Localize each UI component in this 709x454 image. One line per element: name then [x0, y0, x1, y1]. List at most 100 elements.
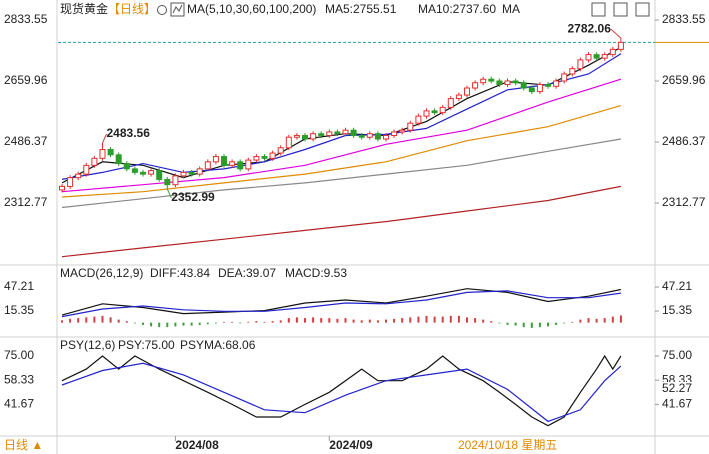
- indicator-line: [61, 185, 622, 258]
- y-tick-label-left: 47.21: [4, 279, 34, 293]
- macd-bar: [474, 318, 477, 323]
- macd-bar: [93, 316, 96, 323]
- candle-body: [318, 133, 325, 136]
- macd-bar: [466, 317, 468, 323]
- macd-bar: [522, 322, 525, 328]
- candle-body: [91, 157, 98, 166]
- macd-bar: [498, 322, 501, 324]
- macd-bar: [166, 322, 169, 328]
- indicator-line: [61, 46, 622, 184]
- macd-bar: [393, 318, 396, 323]
- candle-body: [366, 133, 373, 138]
- macd-bar: [320, 318, 323, 323]
- annotation-leader: [102, 133, 107, 144]
- candle-body: [472, 82, 479, 89]
- macd-bar: [239, 322, 242, 324]
- x-tick-label: 2024/09: [329, 438, 373, 452]
- macd-bar: [133, 322, 136, 324]
- candle-body: [212, 156, 219, 163]
- macd-bar: [271, 321, 274, 323]
- toolbar-button[interactable]: [591, 2, 606, 17]
- annotation-leader: [166, 188, 172, 199]
- candle-body: [156, 170, 163, 180]
- candle-body: [334, 131, 341, 135]
- candle-body: [585, 54, 592, 61]
- macd-bar: [206, 322, 209, 325]
- indicator-title: MA(5,10,30,60,100,200): [187, 2, 316, 16]
- macd-bar: [530, 322, 533, 328]
- candle-body: [358, 134, 365, 138]
- candle-body: [447, 98, 454, 108]
- candle-body: [617, 41, 624, 50]
- macd-bar: [174, 322, 177, 327]
- toolbar-button[interactable]: [635, 2, 650, 17]
- candle-body: [140, 171, 146, 175]
- candle-body: [439, 106, 446, 114]
- legend-entry: MA5:2755.51: [325, 2, 397, 16]
- macd-bar: [433, 316, 436, 323]
- macd-bar: [182, 322, 185, 326]
- macd-bar: [514, 322, 517, 326]
- candle-body: [455, 94, 462, 100]
- x-tick-label: 2024/08: [175, 438, 219, 452]
- macd-bar: [287, 318, 290, 323]
- candle-body: [131, 168, 138, 173]
- legend-entry: PSYMA:68.06: [180, 338, 256, 352]
- indicator-line: [61, 53, 622, 180]
- legend-entry: DIFF:43.84: [150, 266, 210, 280]
- candle-body: [342, 129, 349, 135]
- macd-bar: [142, 322, 144, 325]
- macd-bar: [376, 320, 379, 323]
- macd-bar: [587, 318, 590, 323]
- macd-bar: [214, 322, 217, 324]
- candle-body: [229, 161, 236, 166]
- macd-bar: [190, 322, 193, 326]
- candle-body: [415, 115, 422, 124]
- macd-bar: [368, 319, 371, 323]
- y-tick-label-right: 2486.37: [662, 134, 706, 148]
- macd-bar: [231, 321, 234, 323]
- y-tick-label-right: 15.35: [662, 303, 692, 317]
- macd-bar: [457, 315, 460, 323]
- y-tick-label-left: 15.35: [4, 303, 34, 317]
- indicator-line: [61, 290, 621, 318]
- candle-body: [593, 54, 600, 59]
- indicator-line: [61, 362, 622, 423]
- toolbar-button[interactable]: [613, 2, 628, 17]
- macd-bar: [150, 322, 153, 327]
- candle-body: [310, 133, 317, 140]
- candle-body: [609, 48, 616, 56]
- candle-body: [407, 122, 414, 131]
- candle-body: [245, 159, 252, 170]
- macd-bar: [295, 317, 298, 323]
- macd-bar: [603, 318, 606, 323]
- y-tick-label-left: 75.00: [4, 348, 34, 362]
- y-tick-label-left: 2486.37: [4, 134, 48, 148]
- macd-bar: [263, 321, 266, 323]
- candle-body: [277, 147, 284, 154]
- bottom-period[interactable]: 日线 ▲: [4, 438, 43, 452]
- candle-body: [285, 136, 292, 149]
- candle-body: [302, 134, 308, 140]
- macd-bar: [563, 322, 566, 324]
- macd-bar: [61, 320, 63, 323]
- settings-icon[interactable]: [157, 5, 167, 15]
- candle-body: [431, 110, 438, 114]
- macd-bar: [352, 319, 355, 323]
- candle-body: [67, 177, 74, 187]
- macd-bar: [117, 319, 120, 323]
- right-marker-bg: [656, 382, 709, 397]
- psy-title: PSY(12,6): [60, 338, 115, 352]
- candle-body: [528, 87, 535, 93]
- macd-bar: [101, 315, 104, 323]
- legend-entry: PSY:75.00: [118, 338, 175, 352]
- candle-body: [59, 185, 65, 191]
- candle-body: [269, 152, 276, 159]
- legend-entry: DEA:39.07: [218, 266, 276, 280]
- candle-body: [107, 149, 114, 156]
- macd-bar: [490, 321, 493, 323]
- macd-bar: [482, 319, 485, 323]
- indicator-icon[interactable]: [170, 2, 185, 17]
- macd-bar: [547, 322, 549, 327]
